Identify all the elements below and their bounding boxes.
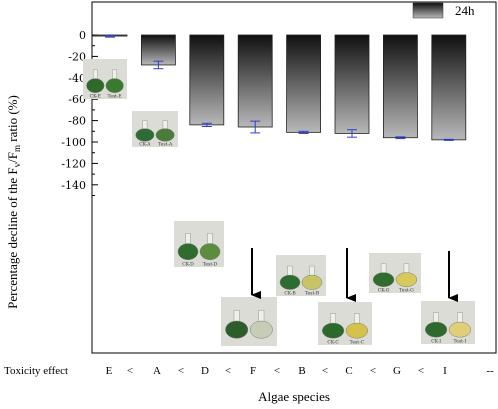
legend-swatch [412,2,444,19]
toxicity-less-than: < [225,365,231,377]
error-bar-E [105,34,115,38]
flask-photo: CK-A Test-A [132,111,178,148]
error-bar-F [250,120,261,134]
y-tick-label: -80 [68,115,86,128]
toxicity-species: C [345,365,352,377]
y-tick-label: -20 [68,50,86,63]
bar-A [140,34,176,66]
photo-caption: Test-E [108,94,122,100]
y-tick-label: -120 [61,157,86,170]
photo-caption: CK-I [431,339,441,345]
legend-label: 24h [455,3,475,18]
legend: 24h [412,2,475,19]
photo-caption: Test-D [203,262,218,268]
bar-series [92,34,467,141]
photo-caption: Test-A [158,142,173,148]
photo-caption: Test-I [454,339,467,345]
toxicity-less-than: < [274,365,280,377]
photo-caption: Test-B [305,291,320,297]
y-tick-label: -40 [68,72,86,85]
toxicity-less-than: < [370,365,376,377]
y-tick-label: -60 [68,93,86,106]
flask-photo [221,297,277,346]
error-bars [105,34,454,141]
flask-photo: CK-C Test-C [318,302,372,346]
y-tick-label: -140 [61,179,86,192]
toxicity-species: I [443,365,447,377]
toxicity-species: A [153,365,161,377]
bar-I [431,34,467,141]
arrows [251,248,458,302]
toxicity-species: E [106,365,113,377]
y-tick-label: 0 [79,29,86,42]
error-bar-C [347,129,357,138]
toxicity-row: Toxicity effect E < A < D < F < B < C < G < I -- [4,365,494,377]
toxicity-label: Toxicity effect [4,365,68,377]
flask-photo: CK-G Test-G [369,253,421,294]
error-bar-A [153,60,164,70]
y-tick-label: -100 [61,136,86,149]
toxicity-less-than: < [178,365,184,377]
photo-caption: CK-G [378,288,390,294]
toxicity-species: -- [486,365,494,377]
flask-photo: CK-E Test-E [83,59,127,100]
photo-caption: CK-A [139,142,151,148]
bar-B [286,34,322,133]
plot-frame [91,1,497,354]
photo-caption: CK-B [284,291,296,297]
photo-caption: CK-D [182,262,194,268]
flask-photos: CK-E Test-E CK-A Test-A CK-D Test-D CK-B Test-B… [83,59,475,346]
photo-caption: CK-C [327,340,339,346]
toxicity-less-than: < [127,365,133,377]
toxicity-less-than: < [322,365,328,377]
photo-caption: Test-G [399,288,414,294]
toxicity-species: D [201,365,209,377]
bar-C [334,34,370,134]
error-bar-G [395,136,406,140]
bar-D [189,34,225,126]
flask-photo: CK-D Test-D [174,221,224,268]
bar-G [382,34,418,139]
error-bar-D [201,122,212,127]
flask-photo: CK-B Test-B [276,255,326,297]
error-bar-I [443,138,454,141]
flask-photo: CK-I Test-I [421,301,475,345]
toxicity-species: G [393,365,401,377]
error-bar-B [298,130,309,134]
x-axis-title: Algae species [258,389,330,404]
toxicity-species: F [250,365,256,377]
photo-caption: CK-E [90,94,101,100]
photo-caption: Test-C [350,340,365,346]
toxicity-species: B [298,365,305,377]
y-axis-title: Percentage decline of the Fv/Fm ratio (%… [5,95,22,309]
bar-F [237,34,273,128]
toxicity-less-than: < [418,365,424,377]
